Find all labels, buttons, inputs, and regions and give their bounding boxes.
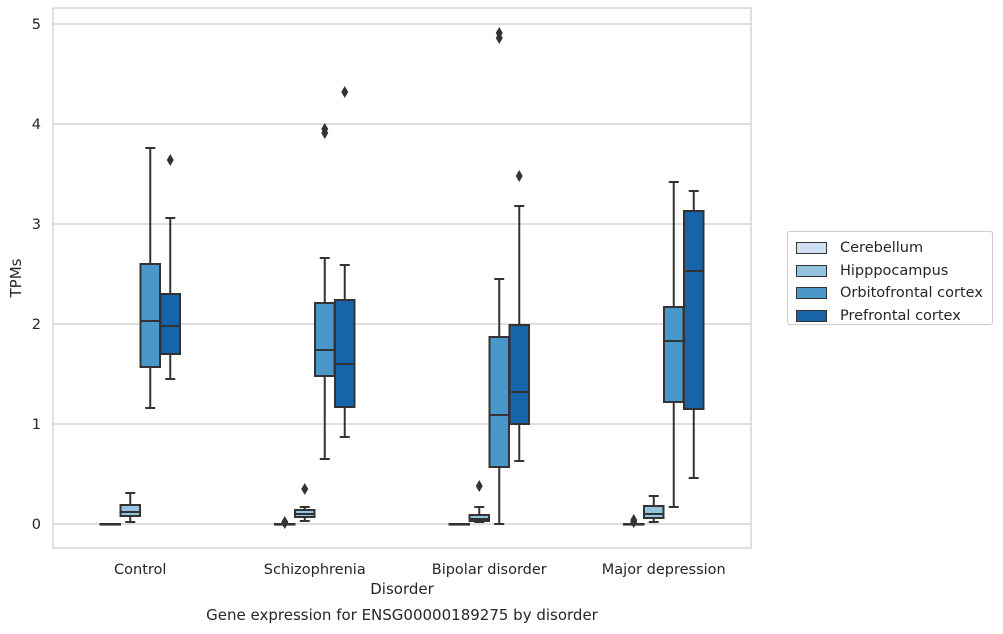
legend-swatch	[796, 242, 827, 255]
legend-label: Hipppocampus	[840, 262, 949, 279]
box	[159, 293, 181, 355]
y-tick-label: 3	[32, 217, 41, 233]
x-tick-label: Bipolar disorder	[432, 562, 547, 578]
legend-swatch	[796, 264, 827, 277]
legend-item: Orbitofrontal cortex	[796, 282, 984, 305]
outlier-point	[281, 516, 289, 528]
legend-item: Prefrontal cortex	[796, 305, 984, 328]
x-tick-label: Major depression	[602, 562, 726, 578]
box	[334, 299, 356, 408]
y-tick-label: 0	[32, 517, 41, 533]
legend: Cerebellum Hipppocampus Orbitofrontal co…	[787, 231, 993, 325]
y-tick-label: 2	[32, 317, 41, 333]
x-tick-label: Schizophrenia	[264, 562, 366, 578]
x-axis-label: Disorder	[370, 580, 434, 598]
outlier-point	[321, 123, 329, 135]
y-tick-label: 4	[32, 117, 41, 133]
figure-caption: Gene expression for ENSG00000189275 by d…	[206, 606, 598, 624]
legend-swatch	[796, 287, 827, 300]
legend-item: Hipppocampus	[796, 260, 984, 283]
box	[488, 336, 510, 468]
x-tick-label: Control	[114, 562, 166, 578]
y-tick-label: 1	[32, 417, 41, 433]
outlier-point	[630, 514, 638, 526]
outlier-point	[166, 154, 174, 166]
legend-label: Orbitofrontal cortex	[840, 285, 983, 302]
y-tick-label: 5	[32, 17, 41, 33]
outlier-point	[495, 27, 503, 39]
box	[683, 210, 705, 410]
y-axis-label: TPMs	[7, 258, 25, 298]
box	[643, 505, 665, 519]
box	[314, 302, 336, 377]
outlier-point	[301, 483, 309, 495]
outlier-point	[515, 170, 523, 182]
box	[119, 504, 141, 517]
outlier-point	[341, 86, 349, 98]
outlier-point	[475, 480, 483, 492]
box	[508, 324, 530, 425]
box	[139, 263, 161, 368]
legend-label: Cerebellum	[840, 240, 924, 257]
legend-label: Prefrontal cortex	[840, 307, 961, 324]
legend-swatch	[796, 309, 827, 322]
box	[663, 306, 685, 403]
legend-item: Cerebellum	[796, 237, 984, 260]
